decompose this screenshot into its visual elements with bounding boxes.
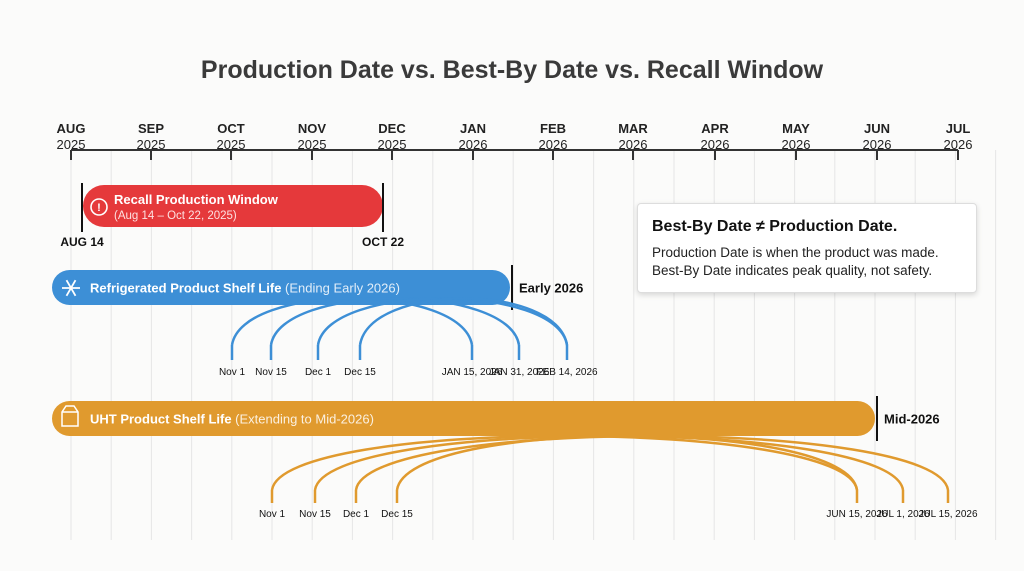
year-label: 2026 xyxy=(863,137,892,152)
refrigerated-shelf-life-arc xyxy=(358,297,569,346)
recall-title: Recall Production Window xyxy=(114,192,279,207)
year-label: 2026 xyxy=(701,137,730,152)
recall-end-label: OCT 22 xyxy=(362,235,404,249)
info-callout: Best-By Date ≠ Production Date. Producti… xyxy=(637,203,977,293)
uht-end-label: Mid-2026 xyxy=(884,412,940,427)
year-label: 2025 xyxy=(298,137,327,152)
refrigerated-title: Refrigerated Product Shelf Life (Ending … xyxy=(90,281,400,296)
refrigerated-best-by-date: JAN 15, 2026 xyxy=(442,367,503,378)
refrigerated-bar xyxy=(52,270,510,305)
refrigerated-shelf-life-arc xyxy=(269,297,521,346)
month-label: FEB xyxy=(540,121,566,136)
uht-subtitle: (Extending to Mid-2026) xyxy=(235,412,374,427)
uht-best-by-date: JUL 1, 2026 xyxy=(876,509,930,520)
month-label: DEC xyxy=(378,121,406,136)
refrigerated-best-by-date: JAN 31, 2026 xyxy=(489,367,550,378)
uht-production-date: Dec 15 xyxy=(381,509,413,520)
year-label: 2025 xyxy=(57,137,86,152)
recall-bar xyxy=(83,185,383,227)
refrigerated-shelf-life-arc xyxy=(230,297,474,346)
month-label: MAR xyxy=(618,121,648,136)
diagram-title: Production Date vs. Best-By Date vs. Rec… xyxy=(200,56,824,84)
year-label: 2025 xyxy=(217,137,246,152)
uht-production-date: Nov 15 xyxy=(299,509,331,520)
year-label: 2025 xyxy=(137,137,166,152)
month-label: MAY xyxy=(782,121,810,136)
refrigerated-title-main: Refrigerated Product Shelf Life xyxy=(90,281,285,296)
snowflake-icon xyxy=(65,279,77,297)
year-label: 2025 xyxy=(378,137,407,152)
uht-title: UHT Product Shelf Life (Extending to Mid… xyxy=(90,412,374,427)
uht-best-by-date: JUL 15, 2026 xyxy=(918,509,978,520)
recall-start-label: AUG 14 xyxy=(60,235,104,249)
refrigerated-shelf-life-arc xyxy=(316,297,569,346)
month-label: NOV xyxy=(298,121,327,136)
refrigerated-end-label: Early 2026 xyxy=(519,281,583,296)
uht-production-date: Dec 1 xyxy=(343,509,370,520)
refrigerated-production-date: Dec 1 xyxy=(305,367,332,378)
month-label: JUN xyxy=(864,121,890,136)
refrigerated-production-date: Nov 1 xyxy=(219,367,246,378)
info-line-2: Best-By Date indicates peak quality, not… xyxy=(652,263,933,278)
year-label: 2026 xyxy=(539,137,568,152)
year-label: 2026 xyxy=(619,137,648,152)
month-label: SEP xyxy=(138,121,164,136)
year-label: 2026 xyxy=(459,137,488,152)
info-line-1: Production Date is when the product was … xyxy=(652,245,939,260)
uht-best-by-date: JUN 15, 2026 xyxy=(826,509,888,520)
year-label: 2026 xyxy=(944,137,973,152)
month-label: JAN xyxy=(460,121,486,136)
alert-circle-icon xyxy=(90,198,108,216)
uht-production-date: Nov 1 xyxy=(259,509,286,520)
month-label: AUG xyxy=(57,121,86,136)
alert-mark: ! xyxy=(97,202,101,214)
refrigerated-production-date: Nov 15 xyxy=(255,367,287,378)
year-label: 2026 xyxy=(782,137,811,152)
month-label: OCT xyxy=(217,121,245,136)
recall-subtitle: (Aug 14 – Oct 22, 2025) xyxy=(114,210,237,222)
uht-title-main: UHT Product Shelf Life xyxy=(90,412,235,427)
milk-carton-icon xyxy=(61,405,79,427)
month-label: JUL xyxy=(946,121,971,136)
refrigerated-best-by-date: FEB 14, 2026 xyxy=(536,367,598,378)
uht-bar xyxy=(52,401,875,436)
info-heading: Best-By Date ≠ Production Date. xyxy=(652,218,898,235)
refrigerated-subtitle: (Ending Early 2026) xyxy=(285,281,400,296)
uht-shelf-life-arc xyxy=(395,434,859,491)
refrigerated-production-date: Dec 15 xyxy=(344,367,376,378)
month-label: APR xyxy=(701,121,729,136)
